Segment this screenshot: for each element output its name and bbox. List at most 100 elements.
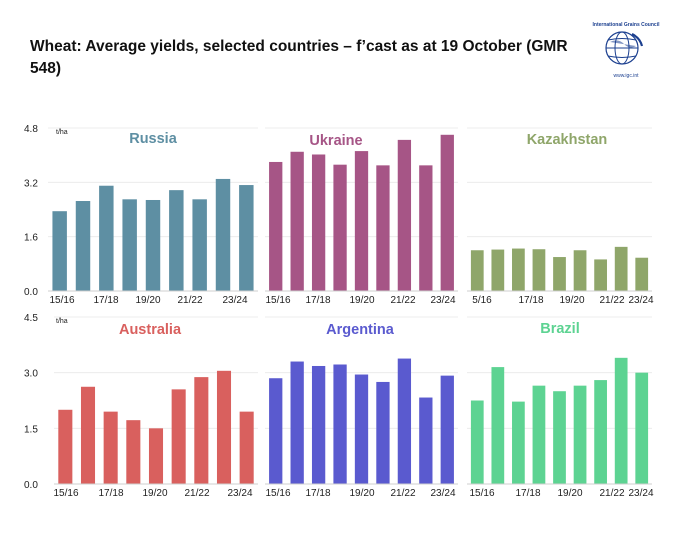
bar-russia-21-22 — [192, 199, 207, 291]
bar-argentina-21-22 — [397, 358, 412, 484]
x-tick-label: 23/24 — [430, 488, 455, 499]
bar-russia-17-18 — [99, 185, 114, 291]
bar-australia-18-19 — [126, 420, 141, 484]
x-tick-label: 21/22 — [390, 488, 415, 499]
y-unit-label: t/ha — [56, 318, 68, 325]
bar-kazakhstan-16-17 — [491, 249, 505, 291]
bar-kazakhstan-19-20 — [553, 257, 566, 291]
panel-title-ukraine: Ukraine — [309, 133, 362, 149]
bar-australia-20-21 — [171, 389, 186, 484]
x-tick-label: 21/22 — [390, 295, 415, 306]
bar-brazil-15-16 — [470, 400, 484, 484]
bar-ukraine-16-17 — [290, 151, 304, 291]
bar-kazakhstan-21-22 — [594, 259, 607, 291]
x-tick-label: 19/20 — [142, 488, 167, 499]
x-tick-label: 19/20 — [349, 488, 374, 499]
panel-title-australia: Australia — [119, 322, 182, 338]
x-tick-label: 21/22 — [184, 488, 209, 499]
x-tick-label: 19/20 — [557, 488, 582, 499]
x-tick-label: 23/24 — [227, 488, 252, 499]
chart-panel-ukraine: 15/16 17/18 19/20 21/22 23/24 Ukraine — [265, 127, 458, 306]
bar-argentina-16-17 — [290, 361, 304, 484]
bar-russia-22-23 — [215, 178, 231, 291]
bar-brazil-16-17 — [491, 367, 505, 484]
x-tick-label: 15/16 — [49, 295, 74, 306]
y-tick-label: 3.0 — [24, 369, 38, 380]
bar-ukraine-19-20 — [354, 151, 369, 291]
bar-argentina-23-24 — [440, 375, 454, 484]
bar-australia-15-16 — [58, 409, 73, 484]
bar-kazakhstan-22-23 — [614, 246, 628, 291]
x-tick-label: 17/18 — [518, 295, 543, 306]
bar-brazil-22-23 — [614, 357, 628, 484]
globe-icon — [605, 31, 644, 65]
igc-logo: International Grains Council www.igc.int — [590, 22, 662, 79]
bar-kazakhstan-15-16 — [470, 250, 484, 291]
x-tick-label: 21/22 — [599, 488, 624, 499]
bar-australia-16-17 — [80, 386, 96, 484]
bar-russia-16-17 — [75, 201, 91, 291]
y-tick-label: 4.5 — [24, 313, 38, 324]
bar-australia-17-18 — [103, 411, 118, 484]
bar-ukraine-17-18 — [311, 154, 326, 291]
x-tick-label: 15/16 — [265, 488, 290, 499]
bar-kazakhstan-20-21 — [573, 250, 587, 291]
x-tick-label: 15/16 — [469, 488, 494, 499]
x-tick-label: 23/24 — [222, 295, 247, 306]
bar-argentina-17-18 — [311, 365, 326, 484]
x-tick-label: 21/22 — [177, 295, 202, 306]
chart-panel-argentina: 15/16 17/18 19/20 21/22 23/24 Argentina — [265, 316, 458, 499]
bar-australia-23-24 — [239, 411, 254, 484]
logo-url: www.igc.int — [613, 73, 639, 79]
bar-argentina-20-21 — [376, 381, 390, 484]
panel-title-brazil: Brazil — [540, 321, 580, 337]
y-tick-label: 0.0 — [24, 287, 38, 298]
bar-russia-20-21 — [169, 190, 184, 291]
bar-kazakhstan-18-19 — [532, 249, 546, 291]
bar-australia-22-23 — [216, 370, 232, 484]
bar-brazil-23-24 — [635, 372, 649, 484]
bar-australia-19-20 — [148, 428, 164, 484]
bar-ukraine-15-16 — [269, 161, 283, 291]
bar-russia-18-19 — [122, 199, 137, 291]
bar-ukraine-21-22 — [397, 139, 412, 291]
bar-argentina-19-20 — [354, 374, 369, 484]
x-tick-label: 17/18 — [98, 488, 123, 499]
x-tick-label: 19/20 — [135, 295, 160, 306]
x-tick-label: 19/20 — [349, 295, 374, 306]
y-unit-label: t/ha — [56, 129, 68, 136]
x-tick-label: 17/18 — [515, 488, 540, 499]
bar-russia-19-20 — [145, 199, 161, 291]
bar-ukraine-22-23 — [419, 165, 433, 291]
bar-brazil-18-19 — [532, 385, 546, 484]
x-tick-label: 17/18 — [305, 488, 330, 499]
x-tick-label: 19/20 — [559, 295, 584, 306]
x-tick-label: 23/24 — [628, 295, 653, 306]
bar-russia-23-24 — [239, 185, 254, 291]
bar-brazil-19-20 — [553, 391, 566, 484]
x-tick-label: 17/18 — [93, 295, 118, 306]
y-tick-label: 1.6 — [24, 233, 38, 244]
x-tick-label: 21/22 — [599, 295, 624, 306]
x-tick-label: 5/16 — [472, 295, 492, 306]
panel-title-argentina: Argentina — [326, 322, 395, 338]
panel-title-russia: Russia — [129, 131, 177, 147]
bar-argentina-18-19 — [333, 364, 347, 484]
y-tick-label: 3.2 — [24, 178, 38, 189]
x-tick-label: 23/24 — [430, 295, 455, 306]
x-tick-label: 15/16 — [265, 295, 290, 306]
bar-ukraine-18-19 — [333, 164, 347, 291]
x-tick-label: 23/24 — [628, 488, 653, 499]
chart-title: Wheat: Average yields, selected countrie… — [30, 38, 568, 77]
bar-argentina-22-23 — [419, 397, 433, 484]
bar-brazil-21-22 — [594, 380, 607, 484]
x-tick-label: 15/16 — [53, 488, 78, 499]
chart-panel-kazakhstan: 5/16 17/18 19/20 21/22 23/24 Kazakhstan — [467, 127, 654, 306]
chart-panel-russia: 0.0 1.6 3.2 4.8 t/ha 15/16 17/18 19/20 21/22 23/2… — [24, 124, 258, 306]
x-tick-label: 17/18 — [305, 295, 330, 306]
y-tick-label: 4.8 — [24, 124, 38, 135]
bar-ukraine-20-21 — [376, 165, 390, 291]
bar-ukraine-23-24 — [440, 134, 454, 291]
bar-brazil-17-18 — [512, 401, 525, 484]
bar-argentina-15-16 — [269, 378, 283, 484]
